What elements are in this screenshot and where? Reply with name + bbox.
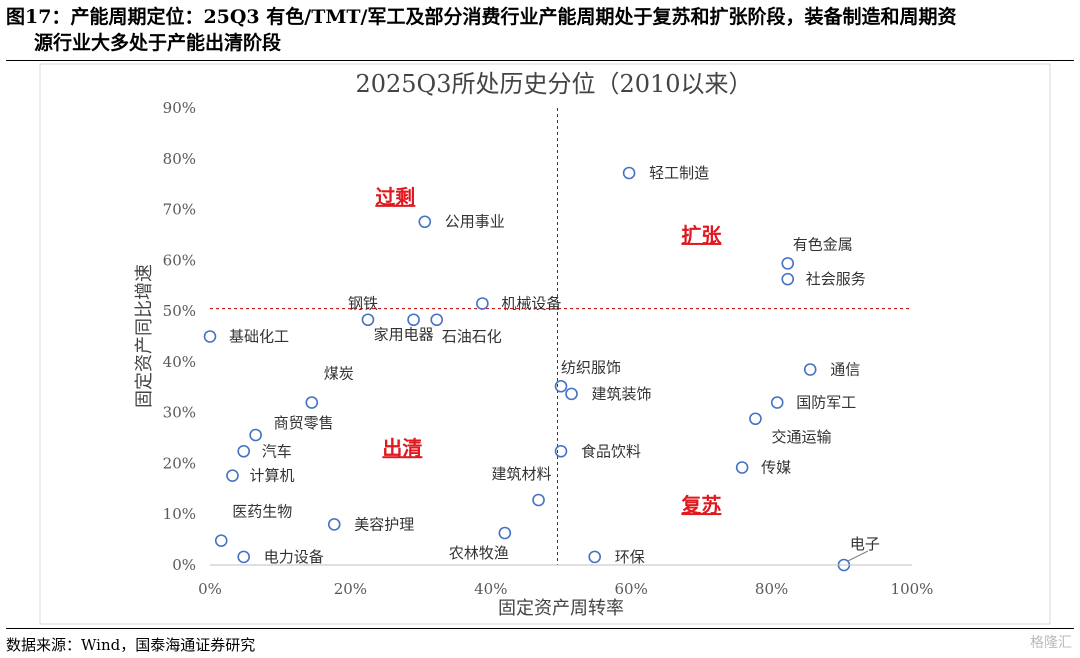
data-point xyxy=(237,444,250,458)
x-axis-title: 固定资产周转率 xyxy=(498,598,624,619)
point-label: 食品饮料 xyxy=(581,442,641,460)
point-label: 社会服务 xyxy=(806,270,866,288)
data-point xyxy=(249,428,262,442)
x-tick-label: 40% xyxy=(474,580,507,598)
point-label: 医药生物 xyxy=(232,503,292,521)
data-point xyxy=(418,215,432,229)
point-label: 建筑材料 xyxy=(492,465,552,483)
point-label: 传媒 xyxy=(761,459,791,477)
point-label: 公用事业 xyxy=(445,213,505,231)
data-point xyxy=(781,257,795,270)
zone-label: 出清 xyxy=(382,436,422,460)
data-point xyxy=(237,550,250,564)
data-point xyxy=(565,387,578,401)
point-label: 商贸零售 xyxy=(274,414,334,432)
footer-rule xyxy=(6,628,1074,629)
data-point xyxy=(532,493,545,507)
point-label: 电力设备 xyxy=(264,548,324,566)
data-point xyxy=(803,363,817,376)
point-label: 基础化工 xyxy=(229,328,289,346)
data-point xyxy=(214,534,228,547)
point-label: 汽车 xyxy=(262,442,292,460)
x-tick-label: 100% xyxy=(891,580,934,598)
point-label: 交通运输 xyxy=(771,428,831,446)
data-point xyxy=(498,526,512,540)
point-label: 通信 xyxy=(830,361,860,379)
y-tick-label: 60% xyxy=(163,251,196,269)
point-label: 石油石化 xyxy=(442,328,502,346)
point-label: 机械设备 xyxy=(501,294,561,312)
x-tick-label: 20% xyxy=(334,580,367,598)
data-point xyxy=(770,396,784,409)
scatter-chart: 0% 10% 20% 30% 40% 50% 60% 70% 80% 90% 0% 20% 40% 60%… xyxy=(39,63,1051,625)
point-label: 建筑装饰 xyxy=(592,385,652,403)
point-label: 家用电器 xyxy=(374,326,434,344)
zone-label: 复苏 xyxy=(680,493,721,517)
data-point xyxy=(361,313,375,327)
data-point xyxy=(407,313,420,327)
chart-frame xyxy=(39,63,1051,625)
data-point xyxy=(781,272,795,286)
y-tick-label: 90% xyxy=(163,99,196,117)
data-point xyxy=(749,412,762,426)
zone-label: 过剩 xyxy=(375,185,415,209)
data-point xyxy=(305,396,319,409)
y-tick-label: 30% xyxy=(163,404,196,422)
point-label: 轻工制造 xyxy=(649,164,709,182)
point-label: 农林牧渔 xyxy=(449,544,509,562)
data-point xyxy=(203,330,217,343)
point-label: 国防军工 xyxy=(796,394,856,412)
point-label: 美容护理 xyxy=(354,515,414,533)
data-point xyxy=(430,313,444,327)
leader-line xyxy=(847,550,869,562)
data-point xyxy=(476,297,489,310)
figure-caption: 图17：产能周期定位：25Q3 有色/TMT/军工及部分消费行业产能周期处于复苏… xyxy=(6,4,1074,56)
point-label: 有色金属 xyxy=(793,235,853,253)
data-point xyxy=(735,461,749,474)
y-tick-label: 20% xyxy=(163,454,196,472)
y-tick-label: 10% xyxy=(163,505,196,523)
point-label: 纺织服饰 xyxy=(561,358,621,376)
point-label: 电子 xyxy=(850,535,880,553)
point-label: 钢铁 xyxy=(348,295,378,313)
data-point xyxy=(554,379,568,393)
data-point xyxy=(226,469,239,482)
zone-label: 扩张 xyxy=(681,223,722,247)
y-tick-label: 40% xyxy=(163,353,196,371)
data-point xyxy=(554,444,568,458)
x-tick-label: 0% xyxy=(198,580,222,598)
y-tick-label: 70% xyxy=(163,201,196,219)
point-label: 煤炭 xyxy=(324,365,354,383)
data-point xyxy=(588,550,601,564)
source-note: 数据来源：Wind，国泰海通证券研究 xyxy=(6,636,256,654)
caption-line-1: 图17：产能周期定位：25Q3 有色/TMT/军工及部分消费行业产能周期处于复苏… xyxy=(6,6,957,28)
watermark: 格隆汇 xyxy=(1030,635,1072,651)
caption-line-2: 源行业大多处于产能出清阶段 xyxy=(34,32,282,54)
data-point xyxy=(622,166,636,180)
point-label: 计算机 xyxy=(249,467,294,485)
x-tick-label: 60% xyxy=(615,580,648,598)
data-point xyxy=(327,518,341,531)
y-tick-label: 50% xyxy=(163,302,196,320)
x-tick-label: 80% xyxy=(755,580,788,598)
y-axis-title: 固定资产同比增速 xyxy=(134,264,155,408)
point-label: 环保 xyxy=(615,548,645,566)
y-tick-label: 80% xyxy=(163,150,196,168)
y-tick-label: 0% xyxy=(172,556,196,574)
chart-title: 2025Q3所处历史分位（2010以来） xyxy=(355,70,752,98)
caption-rule xyxy=(6,60,1074,61)
